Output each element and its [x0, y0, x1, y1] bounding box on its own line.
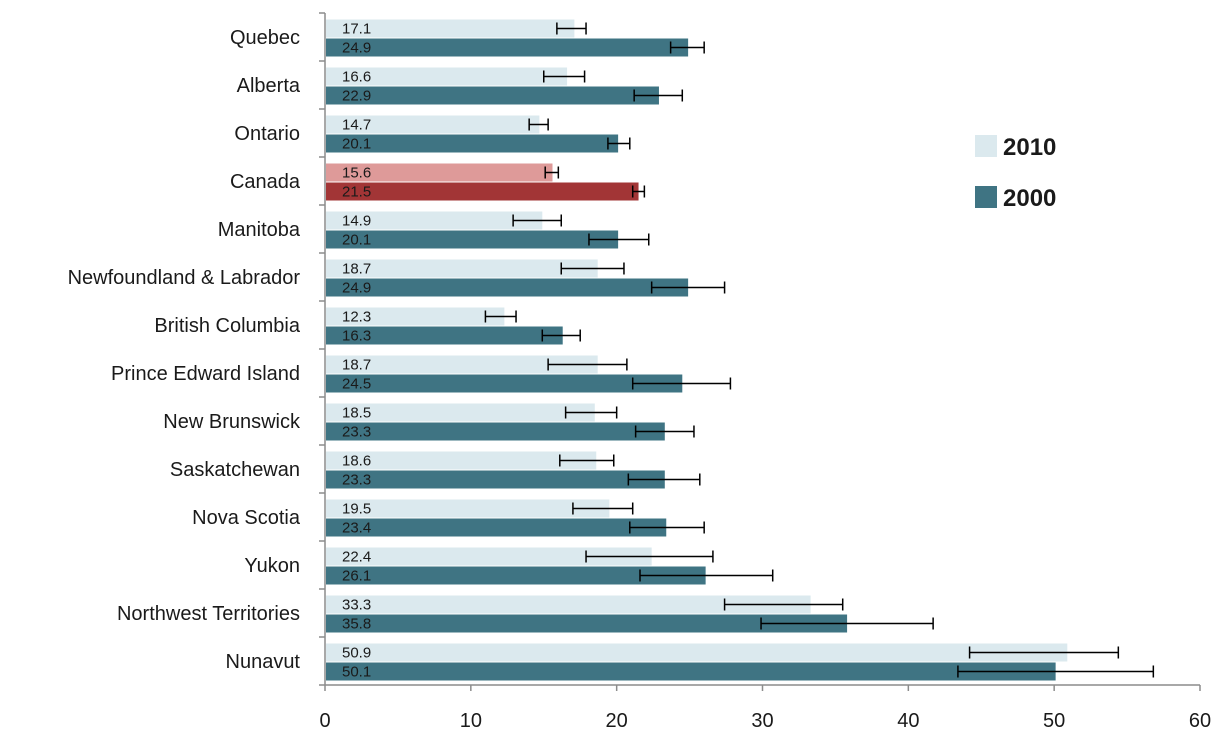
bar-2000-newfoundland-labrador: [326, 278, 689, 297]
bar-2010-canada: [326, 163, 553, 182]
bar-2000-nunavut: [326, 662, 1056, 681]
bar-2010-ontario: [326, 115, 540, 134]
bar-2000-saskatchewan: [326, 470, 665, 489]
data-label-2010-nunavut: 50.9: [342, 645, 371, 662]
bar-2010-british-columbia: [326, 307, 505, 326]
category-label-northwest-territories: Northwest Territories: [117, 603, 300, 625]
data-label-2000-newfoundland-labrador: 24.9: [342, 280, 371, 297]
bar-2000-yukon: [326, 566, 706, 585]
bar-2010-nova-scotia: [326, 499, 610, 518]
data-label-2010-quebec: 17.1: [342, 21, 371, 38]
data-label-2010-british-columbia: 12.3: [342, 309, 371, 326]
legend-swatch-2000: [975, 186, 997, 208]
data-label-2000-ontario: 20.1: [342, 136, 371, 153]
x-tick-label-60: 60: [1189, 710, 1211, 732]
category-label-newfoundland-labrador: Newfoundland & Labrador: [68, 267, 301, 289]
category-label-yukon: Yukon: [244, 555, 300, 577]
data-label-2000-prince-edward-island: 24.5: [342, 376, 371, 393]
legend-label-2000: 2000: [1003, 185, 1056, 212]
bar-2000-canada: [326, 182, 639, 201]
bar-2010-prince-edward-island: [326, 355, 598, 374]
data-label-2010-prince-edward-island: 18.7: [342, 357, 371, 374]
x-tick-label-30: 30: [751, 710, 773, 732]
data-label-2010-yukon: 22.4: [342, 549, 371, 566]
bar-2010-northwest-territories: [326, 595, 811, 614]
bar-2010-yukon: [326, 547, 652, 566]
bar-2000-british-columbia: [326, 326, 563, 345]
bar-2010-nunavut: [326, 643, 1068, 662]
category-label-manitoba: Manitoba: [218, 219, 301, 241]
data-label-2010-saskatchewan: 18.6: [342, 453, 371, 470]
category-label-prince-edward-island: Prince Edward Island: [111, 363, 300, 385]
bar-2010-new-brunswick: [326, 403, 595, 422]
category-label-alberta: Alberta: [237, 75, 301, 97]
bar-2000-ontario: [326, 134, 619, 153]
data-label-2010-newfoundland-labrador: 18.7: [342, 261, 371, 278]
bar-2010-saskatchewan: [326, 451, 597, 470]
data-label-2000-yukon: 26.1: [342, 568, 371, 585]
bar-2000-prince-edward-island: [326, 374, 683, 393]
data-label-2010-new-brunswick: 18.5: [342, 405, 371, 422]
data-label-2010-ontario: 14.7: [342, 117, 371, 134]
data-label-2010-canada: 15.6: [342, 165, 371, 182]
data-label-2010-alberta: 16.6: [342, 69, 371, 86]
data-label-2000-northwest-territories: 35.8: [342, 616, 371, 633]
x-tick-label-40: 40: [897, 710, 919, 732]
bar-2000-new-brunswick: [326, 422, 665, 441]
bar-2000-alberta: [326, 86, 659, 105]
bar-2010-alberta: [326, 67, 568, 86]
category-label-canada: Canada: [230, 171, 301, 193]
data-label-2000-nova-scotia: 23.4: [342, 520, 371, 537]
data-label-2000-quebec: 24.9: [342, 40, 371, 57]
data-label-2000-canada: 21.5: [342, 184, 371, 201]
legend-label-2010: 2010: [1003, 134, 1056, 161]
category-label-nova-scotia: Nova Scotia: [192, 507, 301, 529]
data-label-2010-northwest-territories: 33.3: [342, 597, 371, 614]
data-label-2000-saskatchewan: 23.3: [342, 472, 371, 489]
x-tick-label-0: 0: [319, 710, 330, 732]
bar-2000-nova-scotia: [326, 518, 667, 537]
bar-2010-manitoba: [326, 211, 543, 230]
category-label-quebec: Quebec: [230, 27, 300, 49]
x-tick-label-50: 50: [1043, 710, 1065, 732]
category-label-british-columbia: British Columbia: [154, 315, 300, 337]
bar-2000-manitoba: [326, 230, 619, 249]
data-label-2000-british-columbia: 16.3: [342, 328, 371, 345]
category-label-nunavut: Nunavut: [226, 651, 301, 673]
bar-2000-quebec: [326, 38, 689, 57]
category-label-saskatchewan: Saskatchewan: [170, 459, 300, 481]
data-label-2000-nunavut: 50.1: [342, 664, 371, 681]
x-tick-label-10: 10: [460, 710, 482, 732]
data-label-2000-new-brunswick: 23.3: [342, 424, 371, 441]
data-label-2000-alberta: 22.9: [342, 88, 371, 105]
bar-2010-newfoundland-labrador: [326, 259, 598, 278]
bar-2000-northwest-territories: [326, 614, 848, 633]
x-tick-label-20: 20: [606, 710, 628, 732]
data-label-2010-manitoba: 14.9: [342, 213, 371, 230]
legend-swatch-2010: [975, 135, 997, 157]
bar-2010-quebec: [326, 19, 575, 38]
data-label-2010-nova-scotia: 19.5: [342, 501, 371, 518]
data-label-2000-manitoba: 20.1: [342, 232, 371, 249]
category-label-new-brunswick: New Brunswick: [163, 411, 301, 433]
category-label-ontario: Ontario: [234, 123, 300, 145]
